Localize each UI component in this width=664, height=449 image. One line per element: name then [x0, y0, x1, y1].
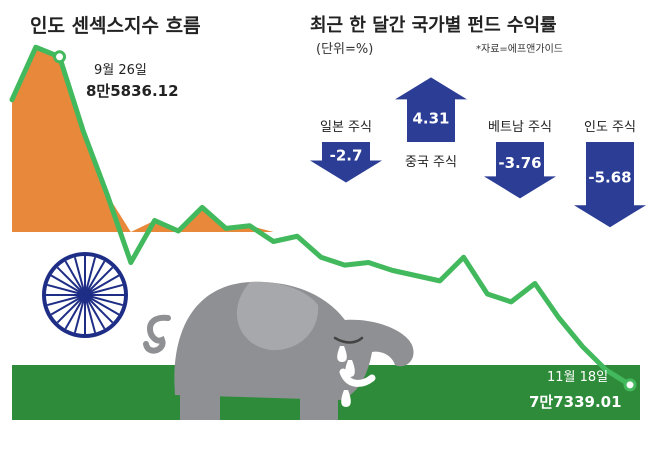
start-date-label: 9월 26일 — [94, 63, 147, 78]
bar-arrow — [574, 142, 646, 228]
bar-category-label: 일본 주식 — [320, 120, 372, 135]
tear-icon — [341, 390, 351, 407]
tear-icon — [345, 360, 355, 377]
end-value-label: 7만7339.01 — [529, 393, 622, 411]
bar-category-label: 인도 주식 — [584, 120, 636, 135]
bar-chart-title: 최근 한 달간 국가별 펀드 수익률 — [310, 15, 557, 36]
unit-label: (단위=%) — [316, 42, 373, 57]
source-label: *자료=에프앤가이드 — [476, 43, 563, 55]
bar-category-label: 베트남 주식 — [488, 120, 552, 135]
flag-saffron-area — [12, 47, 630, 232]
bar-arrow — [484, 142, 556, 199]
crying-elephant-icon — [143, 281, 414, 420]
sensex-series-line — [9, 44, 633, 388]
tear-icon — [337, 346, 347, 362]
bar-value-label: -3.76 — [498, 154, 541, 172]
start-point-marker — [53, 50, 67, 64]
bar-arrow — [395, 77, 467, 142]
bar-arrow — [310, 142, 382, 183]
bar-category-label: 중국 주식 — [405, 155, 457, 170]
start-value-label: 8만5836.12 — [86, 82, 179, 100]
end-point-marker — [623, 378, 637, 392]
end-date-label: 11월 18일 — [547, 370, 608, 385]
chart-title: 인도 센섹스지수 흐름 — [30, 15, 201, 37]
bar-value-label: 4.31 — [412, 110, 449, 128]
bar-value-label: -5.68 — [588, 169, 631, 187]
bar-value-label: -2.7 — [330, 146, 363, 164]
ashoka-chakra-icon — [42, 252, 128, 338]
